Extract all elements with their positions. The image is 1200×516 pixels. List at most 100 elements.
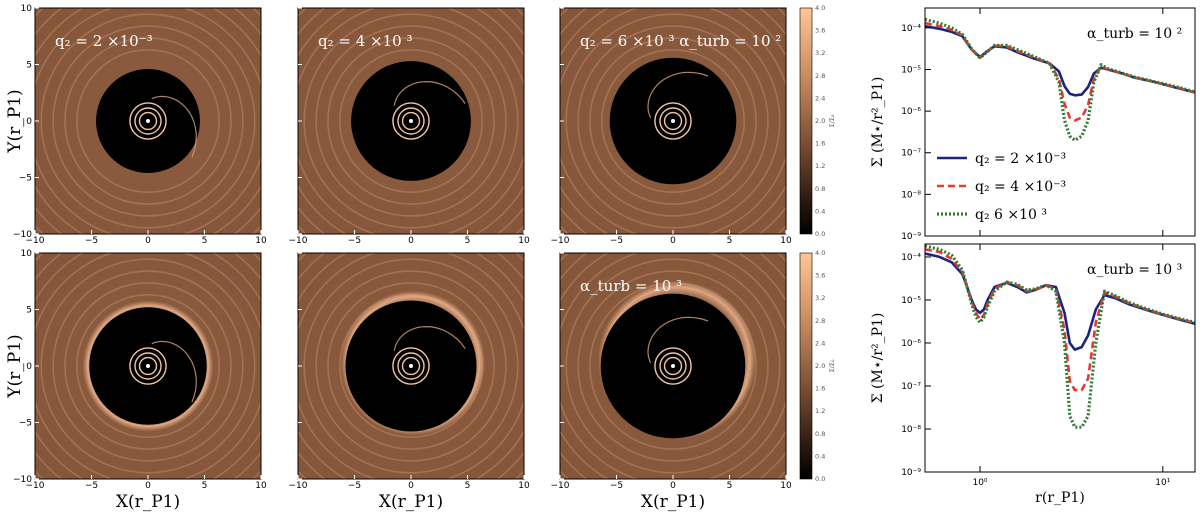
x-tick-label: −10 [289,236,308,246]
legend-label: q₂ 6 ×10 ³ [975,207,1047,223]
plot-frame [924,7,1196,237]
colorbar-gradient [799,252,813,480]
x-tick-label: 5 [465,236,471,246]
plot-annotation: α_turb = 10 ³ [1087,262,1182,278]
y-tick-label: 10⁻⁶ [901,107,921,117]
inner-ring [129,347,167,385]
x-tick-label: 10 [255,236,267,246]
colorbar-tick-label: 2.8 [815,317,825,325]
y-tick-label: −5 [19,174,32,184]
y-tick-label: 10 [21,249,33,259]
density-ring [64,37,232,205]
inner-ring [663,111,683,131]
density-ring [52,25,244,217]
density-ring [327,282,495,450]
inner-ring [659,352,687,380]
density-ring [565,13,781,229]
x-axis-label: r(r_P1) [1035,490,1085,506]
density-ring [303,258,519,474]
spiral-arm [393,80,466,106]
profile-plots: 10⁻⁴ 10⁻⁵ 10⁻⁶ 10⁻⁷ 10⁻⁸ 10⁻⁹ α_turb = 10 ² Σ (… [870,7,1196,506]
colorbar-tick-label: 1.2 [815,407,825,415]
inner-ring [654,102,692,140]
density-map-panel: −10 −5 0 5 10 X(r_P1) [289,252,530,512]
colorbar-label: Σ/Σ₀ [828,359,836,372]
y-tick-label: 10⁻⁶ [901,339,921,349]
y-tick-label: 5 [26,61,32,71]
x-tick-label: 0 [408,481,414,491]
x-tick-label: 10 [780,236,792,246]
inner-ring [397,107,425,135]
spiral-arm [393,325,466,351]
x-tick-label: −5 [85,236,98,246]
spiral-arm [151,95,197,158]
y-tick-label: 10⁻⁴ [901,24,921,34]
x-tick-label: −10 [551,481,570,491]
colorbar-tick-label: 3.2 [815,49,825,57]
star-marker [671,119,675,123]
colorbar-tick-label: 2.4 [815,339,825,347]
x-tick-label: 10⁰ [972,478,987,488]
colorbar-tick-label: 4.0 [815,249,825,257]
colorbar-tick-label: 0.0 [815,475,825,483]
y-tick-label: −10 [13,475,32,485]
colorbar-tick-label: 2.8 [815,72,825,80]
colorbar: 4.0 3.6 3.2 2.8 2.4 2.0 1.6 1.2 0.8 0.4 0.0 Σ/Σ₀ [799,4,836,238]
plot-annotation: α_turb = 10 ² [1087,26,1182,42]
inner-ring [663,356,683,376]
x-tick-label: 5 [727,481,733,491]
x-axis-label: X(r_P1) [116,492,180,512]
x-tick-label: −5 [85,481,98,491]
density-ring [577,25,769,217]
inner-ring [392,347,430,385]
x-tick-label: 0 [145,481,151,491]
panel-annotation: q₂ = 4 ×10 ³ [318,32,412,50]
density-ring [76,49,220,193]
colorbar-label: Σ/Σ₀ [828,114,836,127]
density-ring [601,49,745,193]
profile-plot: 10⁻⁴ 10⁻⁵ 10⁻⁶ 10⁻⁷ 10⁻⁸ 10⁻⁹ α_turb = 10 ² Σ (… [870,7,1196,242]
x-tick-label: 10 [518,236,530,246]
y-tick-label: 0 [26,117,32,127]
y-axis-label: Σ (M⋆/r²_P1) [870,77,886,168]
density-ring [64,282,232,450]
panel-annotation: q₂ = 2 ×10⁻³ [55,32,153,50]
y-axis-label: Y(r_P1) [5,334,25,398]
x-tick-label: 10 [518,481,530,491]
y-axis-label: Y(r_P1) [5,89,25,153]
y-tick-label: −5 [19,419,32,429]
x-tick-label: −10 [26,481,45,491]
inner-ring [134,352,162,380]
star-marker [409,119,413,123]
x-tick-label: 10¹ [1155,478,1170,488]
colorbar-tick-label: 2.0 [815,362,825,370]
x-tick-label: −10 [26,236,45,246]
colorbar-tick-label: 1.2 [815,162,825,170]
series-line [925,17,1195,142]
density-ring [40,13,256,229]
inner-ring [129,102,167,140]
x-tick-label: 0 [408,236,414,246]
spiral-arm [151,340,197,403]
density-map-panel: −10 10 −5 5 0 0 5 −5 10 −10 X(r_P1) Y(r_P1) [5,249,267,512]
density-ring [52,270,244,462]
density-ring [303,13,519,229]
colorbar-tick-label: 0.8 [815,430,825,438]
colorbars: 4.03.63.22.82.42.01.61.20.80.40.0Σ/Σ₀4.0… [799,4,836,483]
y-tick-label: 0 [26,362,32,372]
series-line [925,248,1195,392]
colorbar-gradient [799,7,813,235]
colorbar: 4.0 3.6 3.2 2.8 2.4 2.0 1.6 1.2 0.8 0.4 0.0 Σ/Σ₀ [799,249,836,483]
y-tick-label: 10⁻⁷ [901,149,921,159]
colorbar-tick-label: 2.0 [815,117,825,125]
density-ring [327,37,495,205]
star-marker [671,364,675,368]
x-tick-label: −10 [289,481,308,491]
x-axis-label: X(r_P1) [641,492,705,512]
density-maps: −10 10 −5 5 0 0 5 −5 10 −10 q₂ = 2 ×10⁻³ Y(r_P1) −10… [5,4,792,512]
density-ring [339,49,483,193]
y-tick-label: 10 [21,4,33,14]
y-tick-label: 10⁻⁵ [901,65,921,75]
panel-annotation: α_turb = 10 ³ [580,277,682,295]
legend-label: q₂ = 4 ×10⁻³ [975,179,1066,195]
